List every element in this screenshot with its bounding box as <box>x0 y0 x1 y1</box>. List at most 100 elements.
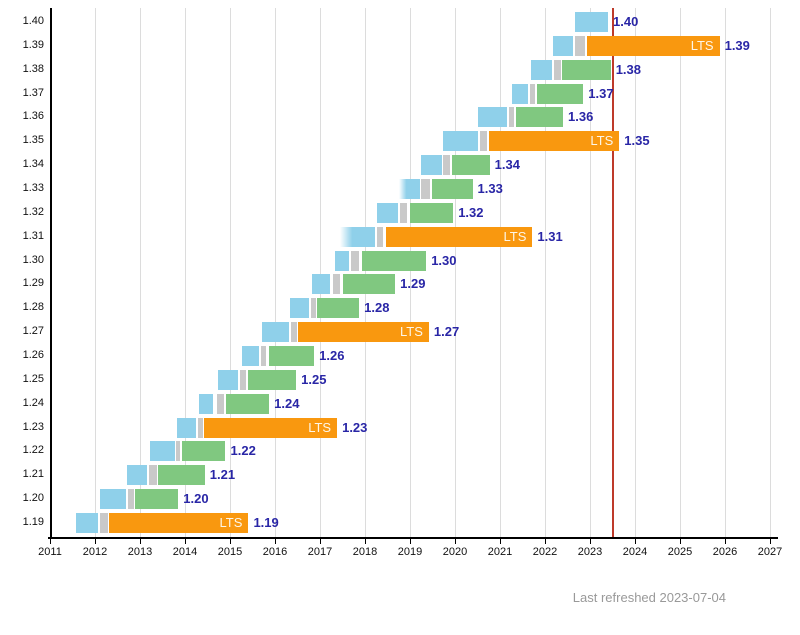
y-axis-label: 1.33 <box>22 181 44 194</box>
version-label: 1.33 <box>477 180 503 196</box>
development-bar <box>512 83 528 104</box>
beta-bar <box>261 345 267 366</box>
stable-support-bar <box>269 345 315 366</box>
grid-line-2019 <box>410 8 411 537</box>
x-axis-label: 2024 <box>622 546 648 558</box>
version-label: 1.28 <box>364 300 390 316</box>
version-label: 1.25 <box>301 371 327 387</box>
development-bar <box>334 250 350 271</box>
x-tick-2019 <box>410 539 411 544</box>
grid-line-2021 <box>500 8 501 537</box>
development-bar <box>477 107 508 128</box>
version-label: 1.19 <box>253 514 279 530</box>
grid-line-2022 <box>545 8 546 537</box>
x-tick-2026 <box>725 539 726 544</box>
x-axis-label: 2015 <box>217 546 243 558</box>
development-bar <box>76 512 98 533</box>
version-label: 1.32 <box>458 204 484 220</box>
x-axis-label: 2026 <box>712 546 738 558</box>
version-label: 1.22 <box>230 443 256 459</box>
grid-line-2012 <box>95 8 96 537</box>
stable-support-bar <box>361 250 427 271</box>
development-bar <box>398 178 420 199</box>
development-bar <box>217 369 239 390</box>
version-label: 1.31 <box>537 228 563 244</box>
version-label: 1.39 <box>724 37 750 53</box>
x-axis-label: 2016 <box>262 546 288 558</box>
grid-line-2014 <box>185 8 186 537</box>
y-axis-label: 1.35 <box>22 134 44 147</box>
version-label: 1.26 <box>319 347 345 363</box>
development-bar <box>176 417 196 438</box>
x-axis-label: 2017 <box>307 546 333 558</box>
version-label: 1.27 <box>433 324 460 340</box>
lts-support-bar: LTS <box>385 226 533 247</box>
y-axis-label: 1.36 <box>22 110 44 123</box>
x-tick-2022 <box>545 539 546 544</box>
development-bar <box>340 226 375 247</box>
stable-support-bar <box>342 274 396 295</box>
lts-label: LTS <box>399 324 423 340</box>
version-label: 1.38 <box>615 61 641 77</box>
y-axis-label: 1.38 <box>22 62 44 75</box>
lts-label: LTS <box>308 419 332 435</box>
beta-bar <box>400 202 408 223</box>
lts-support-bar: LTS <box>297 322 429 343</box>
development-bar <box>261 322 290 343</box>
beta-bar <box>311 298 316 319</box>
grid-line-2020 <box>455 8 456 537</box>
stable-support-bar <box>158 465 205 486</box>
stable-support-bar <box>409 202 454 223</box>
x-tick-2017 <box>320 539 321 544</box>
current-date-line <box>611 8 614 537</box>
development-bar <box>99 489 127 510</box>
beta-bar <box>508 107 514 128</box>
y-axis-label: 1.27 <box>22 325 44 338</box>
beta-bar <box>377 226 383 247</box>
lts-label: LTS <box>690 37 714 53</box>
version-label: 1.34 <box>494 157 520 173</box>
x-axis-label: 2014 <box>172 546 198 558</box>
development-bar <box>377 202 398 223</box>
y-axis-label: 1.31 <box>22 229 44 242</box>
last-refreshed-note: Last refreshed 2023-07-04 <box>572 590 726 605</box>
beta-bar <box>239 369 247 390</box>
stable-support-bar <box>452 155 490 176</box>
stable-support-bar <box>432 178 473 199</box>
x-tick-2025 <box>680 539 681 544</box>
stable-support-bar <box>537 83 584 104</box>
development-bar <box>531 59 553 80</box>
y-axis-label: 1.39 <box>22 38 44 51</box>
stable-support-bar <box>248 369 297 390</box>
version-label: 1.21 <box>209 467 236 483</box>
lts-support-bar: LTS <box>108 512 249 533</box>
grid-line-2025 <box>680 8 681 537</box>
grid-line-2023 <box>590 8 591 537</box>
x-axis-label: 2018 <box>352 546 378 558</box>
version-label: 1.29 <box>400 276 426 292</box>
grid-line-2015 <box>230 8 231 537</box>
development-bar <box>312 274 330 295</box>
development-bar <box>198 393 213 414</box>
y-axis-label: 1.37 <box>22 86 44 99</box>
beta-bar <box>127 489 135 510</box>
y-axis-label: 1.28 <box>22 301 44 314</box>
x-axis-label: 2023 <box>577 546 603 558</box>
grid-line-2024 <box>635 8 636 537</box>
version-label: 1.37 <box>588 85 614 101</box>
grid-line-2017 <box>320 8 321 537</box>
grid-line-2016 <box>275 8 276 537</box>
version-label: 1.24 <box>274 395 300 411</box>
x-tick-2014 <box>185 539 186 544</box>
stable-support-bar <box>562 59 611 80</box>
x-tick-2015 <box>230 539 231 544</box>
x-tick-2020 <box>455 539 456 544</box>
y-axis-label: 1.21 <box>22 468 44 481</box>
lts-label: LTS <box>219 514 243 530</box>
grid-line-2013 <box>140 8 141 537</box>
lts-support-bar: LTS <box>586 35 720 56</box>
beta-bar <box>421 178 430 199</box>
y-axis-label: 1.22 <box>22 444 44 457</box>
beta-bar <box>351 250 360 271</box>
